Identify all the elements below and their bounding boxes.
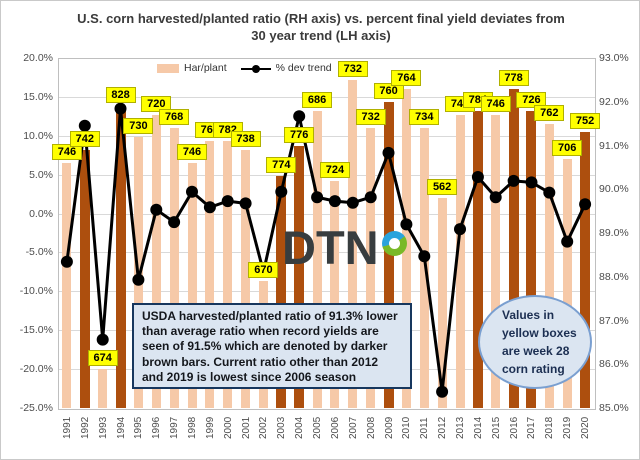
- left-axis-tick: -15.0%: [19, 324, 53, 337]
- rating-label-2009: 760: [373, 82, 404, 99]
- chart-title-line2: 30 year trend (LH axis): [251, 28, 391, 43]
- bar-2011: [419, 128, 429, 408]
- year-label-1991: 1991: [61, 416, 73, 439]
- year-label-2005: 2005: [312, 416, 324, 439]
- left-axis-tick: -20.0%: [19, 363, 53, 376]
- rating-label-1992: 742: [69, 130, 100, 147]
- rating-label-1997: 768: [159, 109, 190, 125]
- year-label-2020: 2020: [580, 416, 592, 439]
- rating-label-1993: 674: [87, 349, 118, 366]
- right-axis-tick: 91.0%: [599, 139, 629, 152]
- rating-label-1991: 746: [51, 144, 82, 160]
- year-label-1999: 1999: [204, 416, 216, 439]
- year-label-2016: 2016: [508, 416, 520, 439]
- ellipse-callout: Values in yellow boxes are week 28 corn …: [478, 295, 592, 389]
- left-axis-tick: 15.0%: [23, 90, 53, 103]
- left-axis-tick: -25.0%: [19, 402, 53, 414]
- year-label-1992: 1992: [79, 416, 91, 439]
- rating-label-2016: 778: [498, 69, 529, 86]
- year-label-2006: 2006: [329, 416, 341, 439]
- line-swatch-icon: [240, 64, 271, 73]
- rating-label-2005: 686: [302, 91, 333, 108]
- bar-1991: [62, 163, 72, 408]
- rating-label-2003: 774: [266, 157, 297, 174]
- year-label-1996: 1996: [151, 416, 163, 439]
- dtn-logo: DTN: [282, 223, 407, 273]
- rating-label-1998: 746: [177, 144, 207, 160]
- rating-label-1995: 730: [123, 117, 154, 134]
- legend-bar-label: Har/plant: [184, 62, 227, 74]
- year-label-1993: 1993: [97, 416, 109, 439]
- year-label-1994: 1994: [115, 416, 127, 439]
- legend-item-har-plant: Har/plant: [157, 62, 227, 74]
- dtn-degree-ring-icon: [381, 231, 407, 256]
- rating-label-2017: 726: [516, 91, 547, 108]
- left-axis-tick: -5.0%: [25, 246, 53, 259]
- year-label-2010: 2010: [401, 416, 413, 439]
- rating-label-2019: 706: [552, 139, 583, 156]
- year-label-1997: 1997: [169, 416, 181, 439]
- year-label-2004: 2004: [294, 416, 306, 439]
- left-axis-tick: -10.0%: [19, 285, 53, 298]
- year-label-1998: 1998: [187, 416, 198, 439]
- bar-2012: [437, 198, 447, 408]
- dtn-logo-text: DTN: [282, 221, 379, 274]
- right-axis-tick: 86.0%: [599, 358, 629, 371]
- rating-label-1996: 720: [141, 95, 172, 112]
- right-axis-tick: 89.0%: [599, 227, 629, 239]
- chart-title: U.S. corn harvested/planted ratio (RH ax…: [1, 10, 639, 44]
- rating-label-2020: 752: [570, 113, 601, 130]
- rating-label-2001: 738: [230, 130, 261, 147]
- year-label-2007: 2007: [347, 416, 359, 439]
- bar-1992: [79, 149, 90, 408]
- year-label-2019: 2019: [562, 416, 574, 439]
- rating-label-2007: 732: [337, 60, 368, 77]
- year-label-2002: 2002: [258, 416, 270, 439]
- rating-label-2018: 762: [534, 104, 565, 121]
- bar-2013: [455, 114, 465, 408]
- year-label-2000: 2000: [222, 416, 234, 439]
- year-label-2017: 2017: [526, 416, 538, 439]
- rating-label-1994: 828: [105, 87, 136, 104]
- rating-label-2015: 746: [480, 95, 511, 112]
- year-label-2001: 2001: [240, 416, 252, 439]
- right-axis-tick: 85.0%: [599, 402, 629, 414]
- rating-label-2006: 724: [319, 161, 350, 178]
- year-label-2015: 2015: [490, 416, 502, 439]
- year-label-2014: 2014: [472, 416, 484, 439]
- rating-label-2010: 764: [391, 69, 422, 86]
- rating-label-2011: 734: [409, 109, 440, 125]
- left-axis-tick: 5.0%: [29, 168, 53, 181]
- year-label-2011: 2011: [419, 417, 431, 439]
- legend: Har/plant % dev trend: [157, 62, 332, 74]
- year-label-2008: 2008: [365, 416, 377, 439]
- year-label-2018: 2018: [544, 416, 556, 439]
- year-label-2009: 2009: [383, 416, 395, 439]
- year-label-2013: 2013: [455, 416, 466, 439]
- right-axis-tick: 90.0%: [599, 183, 629, 196]
- ellipse-callout-text: Values in yellow boxes are week 28 corn …: [502, 308, 577, 376]
- bar-swatch-icon: [157, 63, 179, 73]
- legend-line-label: % dev trend: [275, 62, 332, 74]
- rating-label-2002: 670: [248, 262, 279, 279]
- right-axis-tick: 93.0%: [599, 52, 629, 64]
- year-label-1995: 1995: [133, 416, 145, 439]
- note-box: USDA harvested/planted ratio of 91.3% lo…: [132, 303, 412, 389]
- rating-label-2012: 562: [427, 179, 458, 195]
- right-axis-tick: 92.0%: [599, 95, 629, 108]
- left-axis-tick: 20.0%: [23, 52, 53, 64]
- right-axis-tick: 87.0%: [599, 314, 629, 327]
- left-axis-tick: 10.0%: [23, 129, 53, 142]
- chart-title-line1: U.S. corn harvested/planted ratio (RH ax…: [77, 11, 565, 26]
- year-label-2012: 2012: [437, 416, 449, 439]
- rating-label-2008: 732: [355, 109, 386, 125]
- right-axis-tick: 88.0%: [599, 270, 629, 283]
- year-label-2003: 2003: [276, 416, 288, 439]
- rating-label-2004: 776: [284, 126, 315, 143]
- left-axis-tick: 0.0%: [29, 207, 53, 220]
- legend-item-dev-trend: % dev trend: [240, 62, 332, 74]
- bar-1993: [98, 368, 108, 408]
